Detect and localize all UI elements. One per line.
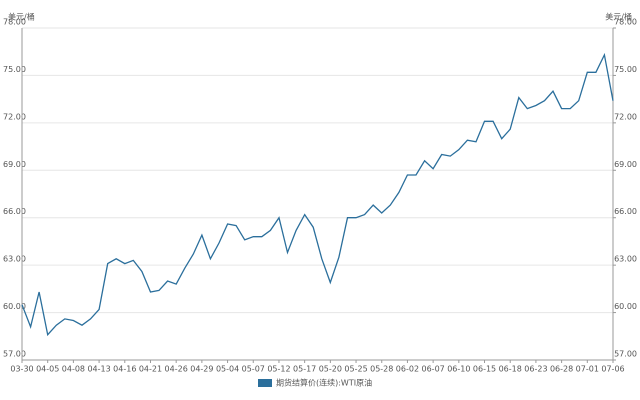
y2-tick-label: 63.00 xyxy=(614,255,637,264)
y-axis-label: 美元/桶 xyxy=(8,12,35,22)
x-tick-label: 07-01 xyxy=(576,365,599,374)
y-tick-label: 78.00 xyxy=(3,18,26,27)
x-tick-label: 05-25 xyxy=(344,365,367,374)
x-tick-label: 04-05 xyxy=(36,365,59,374)
x-tick-label: 05-07 xyxy=(242,365,265,374)
x-tick-label: 06-28 xyxy=(550,365,573,374)
x-tick-label: 05-20 xyxy=(319,365,342,374)
y-tick-label: 63.00 xyxy=(3,255,26,264)
x-tick-label: 05-04 xyxy=(216,365,239,374)
y2-tick-label: 66.00 xyxy=(614,207,637,216)
x-tick-label: 07-06 xyxy=(601,365,624,374)
y2-tick-label: 69.00 xyxy=(614,160,637,169)
x-tick-label: 06-18 xyxy=(499,365,522,374)
y2-axis-label: 美元/桶 xyxy=(605,12,632,22)
y2-tick-label: 57.00 xyxy=(614,350,637,359)
y-tick-label: 57.00 xyxy=(3,350,26,359)
x-tick-label: 04-21 xyxy=(139,365,162,374)
x-tick-label: 04-13 xyxy=(87,365,110,374)
y-tick-label: 72.00 xyxy=(3,112,26,121)
line-series xyxy=(21,52,614,337)
x-tick-label: 06-15 xyxy=(473,365,496,374)
y-tick-label: 60.00 xyxy=(3,302,26,311)
x-tick-label: 06-07 xyxy=(422,365,445,374)
x-tick-label: 04-16 xyxy=(113,365,136,374)
x-tick-label: 05-12 xyxy=(267,365,290,374)
y2-tick-label: 60.00 xyxy=(614,302,637,311)
y-tick-label: 75.00 xyxy=(3,65,26,74)
y-tick-label: 66.00 xyxy=(3,207,26,216)
y-tick-label: 69.00 xyxy=(3,160,26,169)
x-tick-label: 06-23 xyxy=(524,365,547,374)
x-tick-label: 05-28 xyxy=(370,365,393,374)
x-tick-label: 05-17 xyxy=(293,365,316,374)
x-tick-label: 06-10 xyxy=(447,365,470,374)
legend-swatch xyxy=(258,379,272,387)
x-tick-label: 04-08 xyxy=(62,365,85,374)
legend-label: 期货结算价(连续):WTI原油 xyxy=(276,378,372,388)
y2-tick-label: 72.00 xyxy=(614,112,637,121)
y2-tick-label: 78.00 xyxy=(614,18,637,27)
x-tick-label: 06-02 xyxy=(396,365,419,374)
x-tick-label: 04-26 xyxy=(165,365,188,374)
x-tick-label: 04-29 xyxy=(190,365,213,374)
y2-tick-label: 75.00 xyxy=(614,65,637,74)
x-tick-label: 03-30 xyxy=(10,365,33,374)
